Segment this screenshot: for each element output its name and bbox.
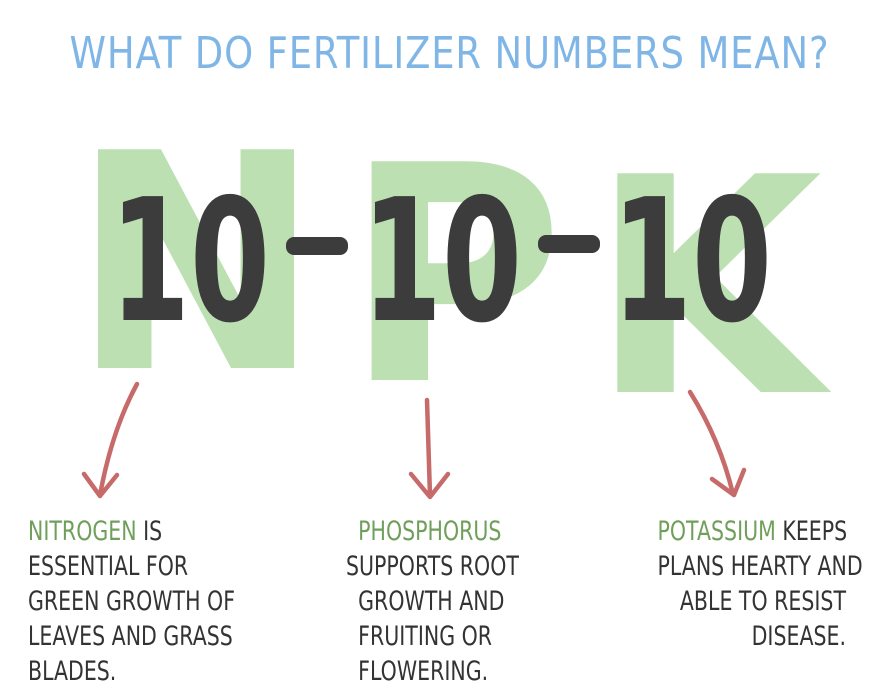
nitrogen-keyword: NITROGEN [28, 516, 137, 547]
phosphorus-line-1: SUPPORTS ROOT [346, 551, 519, 582]
potassium-line-3: ABLE TO RESIST [679, 586, 846, 617]
potassium-keyword: POTASSIUM [657, 516, 776, 547]
arrow-nitrogen [81, 381, 140, 499]
nitrogen-description: NITROGEN IS ESSENTIAL FOR GREEN GROWTH O… [28, 514, 278, 689]
potassium-line-4: DISEASE. [751, 621, 846, 652]
letter-k: K [590, 114, 834, 463]
phosphorus-description: PHOSPHORUS SUPPORTS ROOT GROWTH AND FRUI… [346, 514, 586, 689]
page-title: WHAT DO FERTILIZER NUMBERS MEAN? [69, 28, 830, 79]
separator-dash-2 [538, 235, 600, 253]
nitrogen-line-1: NITROGEN IS [28, 516, 163, 547]
phosphorus-keyword: PHOSPHORUS [358, 516, 502, 547]
nitrogen-number: 10 [110, 163, 270, 361]
potassium-line-1: POTASSIUM KEEPS [657, 516, 848, 547]
phosphorus-number: 10 [362, 163, 522, 361]
nitrogen-line-4: LEAVES AND GRASS [28, 621, 233, 652]
nitrogen-line-5: BLADES. [28, 656, 117, 687]
letter-p: P [344, 102, 564, 451]
arrow-potassium [687, 389, 747, 498]
nitrogen-line-3: GREEN GROWTH OF [28, 586, 236, 617]
arrow-phosphorus [408, 397, 451, 500]
letter-n: N [70, 90, 321, 439]
potassium-description: POTASSIUM KEEPS PLANS HEARTY AND ABLE TO… [598, 514, 863, 654]
phosphorus-line-3: FRUITING OR [358, 621, 493, 652]
nitrogen-line-2: ESSENTIAL FOR [28, 551, 189, 582]
separator-dash-1 [286, 237, 348, 255]
potassium-line-2: PLANS HEARTY AND [657, 551, 863, 582]
phosphorus-line-4: FLOWERING. [358, 656, 489, 687]
phosphorus-line-2: GROWTH AND [358, 586, 505, 617]
potassium-number: 10 [612, 163, 772, 361]
